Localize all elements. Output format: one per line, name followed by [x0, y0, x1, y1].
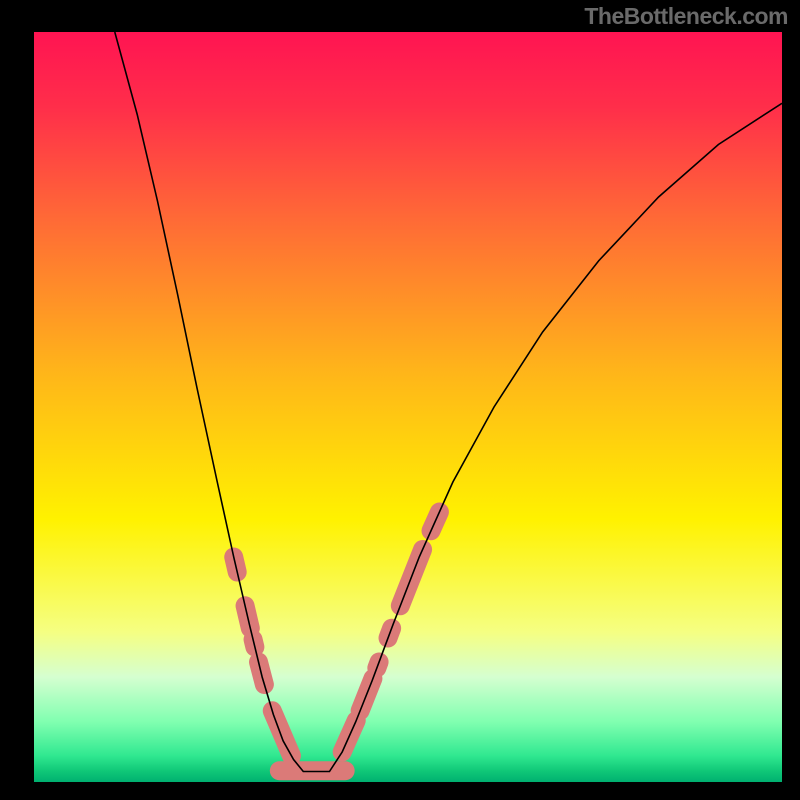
chart-background — [34, 32, 782, 782]
watermark-text: TheBottleneck.com — [584, 3, 788, 30]
bottleneck-chart — [34, 32, 782, 782]
